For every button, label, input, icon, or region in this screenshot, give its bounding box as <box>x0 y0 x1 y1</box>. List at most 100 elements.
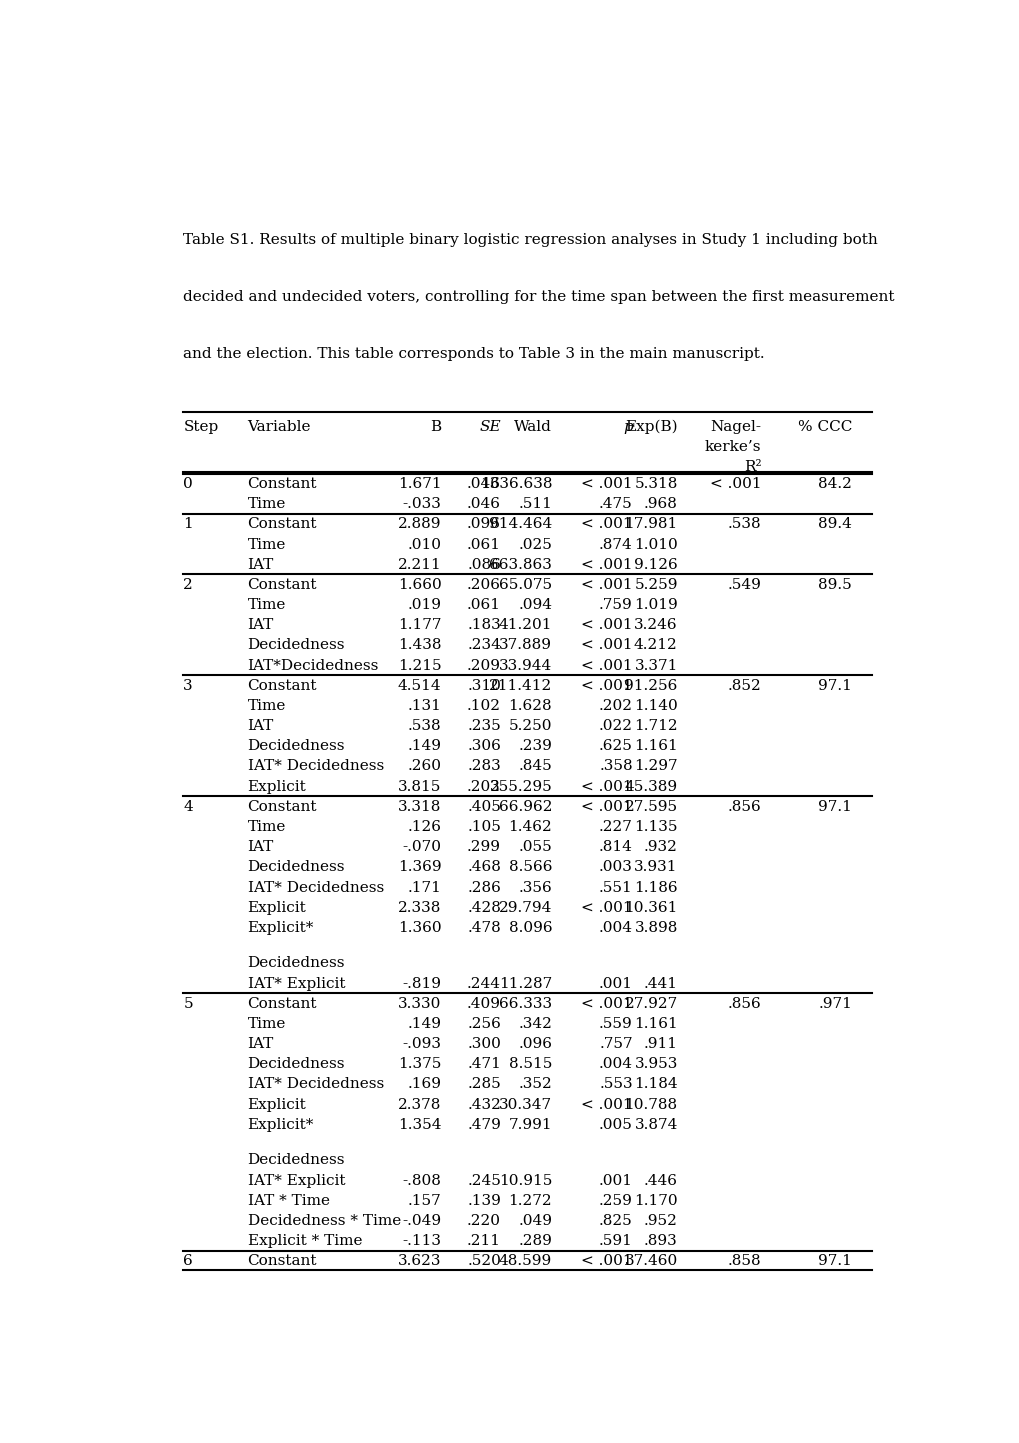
Text: .759: .759 <box>598 597 632 612</box>
Text: 0: 0 <box>183 478 193 491</box>
Text: 37.460: 37.460 <box>624 1254 677 1268</box>
Text: .220: .220 <box>467 1214 500 1228</box>
Text: .004: .004 <box>598 921 632 935</box>
Text: 2.889: 2.889 <box>397 518 441 531</box>
Text: 1.438: 1.438 <box>397 638 441 652</box>
Text: 4.212: 4.212 <box>634 638 677 652</box>
Text: 211.412: 211.412 <box>488 678 551 693</box>
Text: .260: .260 <box>407 759 441 773</box>
Text: < .001: < .001 <box>709 478 761 491</box>
Text: Decidedness: Decidedness <box>248 1058 344 1071</box>
Text: .409: .409 <box>467 997 500 1010</box>
Text: .478: .478 <box>467 921 500 935</box>
Text: 3.931: 3.931 <box>634 860 677 874</box>
Text: .202: .202 <box>467 779 500 794</box>
Text: -.049: -.049 <box>401 1214 441 1228</box>
Text: Constant: Constant <box>248 678 317 693</box>
Text: 5.318: 5.318 <box>634 478 677 491</box>
Text: 66.333: 66.333 <box>498 997 551 1010</box>
Text: .845: .845 <box>518 759 551 773</box>
Text: 355.295: 355.295 <box>489 779 551 794</box>
Text: 27.595: 27.595 <box>624 799 677 814</box>
Text: Time: Time <box>248 820 285 834</box>
Text: .352: .352 <box>518 1078 551 1091</box>
Text: 8.096: 8.096 <box>508 921 551 935</box>
Text: .952: .952 <box>643 1214 677 1228</box>
Text: .001: .001 <box>598 1173 632 1188</box>
Text: 3.623: 3.623 <box>397 1254 441 1268</box>
Text: .209: .209 <box>467 658 500 672</box>
Text: 97.1: 97.1 <box>817 799 851 814</box>
Text: .428: .428 <box>467 900 500 915</box>
Text: .286: .286 <box>467 880 500 895</box>
Text: IAT * Time: IAT * Time <box>248 1193 329 1208</box>
Text: .256: .256 <box>467 1017 500 1030</box>
Text: .046: .046 <box>467 478 500 491</box>
Text: .004: .004 <box>598 1058 632 1071</box>
Text: 84.2: 84.2 <box>817 478 851 491</box>
Text: .911: .911 <box>643 1038 677 1051</box>
Text: 2: 2 <box>183 577 193 592</box>
Text: .055: .055 <box>518 840 551 854</box>
Text: 1.161: 1.161 <box>634 739 677 753</box>
Text: .968: .968 <box>643 498 677 511</box>
Text: < .001: < .001 <box>581 900 632 915</box>
Text: 1.140: 1.140 <box>634 698 677 713</box>
Text: .285: .285 <box>467 1078 500 1091</box>
Text: 11.287: 11.287 <box>498 977 551 990</box>
Text: 1.272: 1.272 <box>508 1193 551 1208</box>
Text: -.070: -.070 <box>401 840 441 854</box>
Text: .245: .245 <box>467 1173 500 1188</box>
Text: 91.256: 91.256 <box>624 678 677 693</box>
Text: 89.4: 89.4 <box>817 518 851 531</box>
Text: .538: .538 <box>728 518 761 531</box>
Text: .475: .475 <box>598 498 632 511</box>
Text: Explicit: Explicit <box>248 779 306 794</box>
Text: Constant: Constant <box>248 478 317 491</box>
Text: 1336.638: 1336.638 <box>479 478 551 491</box>
Text: Time: Time <box>248 698 285 713</box>
Text: .096: .096 <box>467 518 500 531</box>
Text: < .001: < .001 <box>581 478 632 491</box>
Text: .061: .061 <box>467 538 500 551</box>
Text: < .001: < .001 <box>581 518 632 531</box>
Text: .559: .559 <box>598 1017 632 1030</box>
Text: 5.259: 5.259 <box>634 577 677 592</box>
Text: .131: .131 <box>408 698 441 713</box>
Text: .157: .157 <box>408 1193 441 1208</box>
Text: .852: .852 <box>727 678 761 693</box>
Text: .971: .971 <box>817 997 851 1010</box>
Text: Decidedness: Decidedness <box>248 957 344 971</box>
Text: kerke’s: kerke’s <box>704 440 761 453</box>
Text: 1.660: 1.660 <box>397 577 441 592</box>
Text: 17.981: 17.981 <box>624 518 677 531</box>
Text: -.808: -.808 <box>403 1173 441 1188</box>
Text: .814: .814 <box>598 840 632 854</box>
Text: 1.177: 1.177 <box>397 618 441 632</box>
Text: 663.863: 663.863 <box>489 558 551 571</box>
Text: 3.953: 3.953 <box>634 1058 677 1071</box>
Text: R²: R² <box>743 460 761 473</box>
Text: Explicit*: Explicit* <box>248 1118 314 1131</box>
Text: 37.889: 37.889 <box>498 638 551 652</box>
Text: .094: .094 <box>518 597 551 612</box>
Text: 10.788: 10.788 <box>624 1098 677 1111</box>
Text: .538: .538 <box>408 719 441 733</box>
Text: 1: 1 <box>183 518 193 531</box>
Text: 3.246: 3.246 <box>634 618 677 632</box>
Text: .520: .520 <box>467 1254 500 1268</box>
Text: IAT: IAT <box>248 840 274 854</box>
Text: Decidedness: Decidedness <box>248 739 344 753</box>
Text: < .001: < .001 <box>581 997 632 1010</box>
Text: 41.201: 41.201 <box>498 618 551 632</box>
Text: 1.297: 1.297 <box>634 759 677 773</box>
Text: IAT* Decidedness: IAT* Decidedness <box>248 759 383 773</box>
Text: Nagel-: Nagel- <box>710 420 761 433</box>
Text: 10.915: 10.915 <box>498 1173 551 1188</box>
Text: 65.075: 65.075 <box>498 577 551 592</box>
Text: .102: .102 <box>467 698 500 713</box>
Text: -.033: -.033 <box>403 498 441 511</box>
Text: .206: .206 <box>467 577 500 592</box>
Text: .235: .235 <box>467 719 500 733</box>
Text: 5: 5 <box>183 997 193 1010</box>
